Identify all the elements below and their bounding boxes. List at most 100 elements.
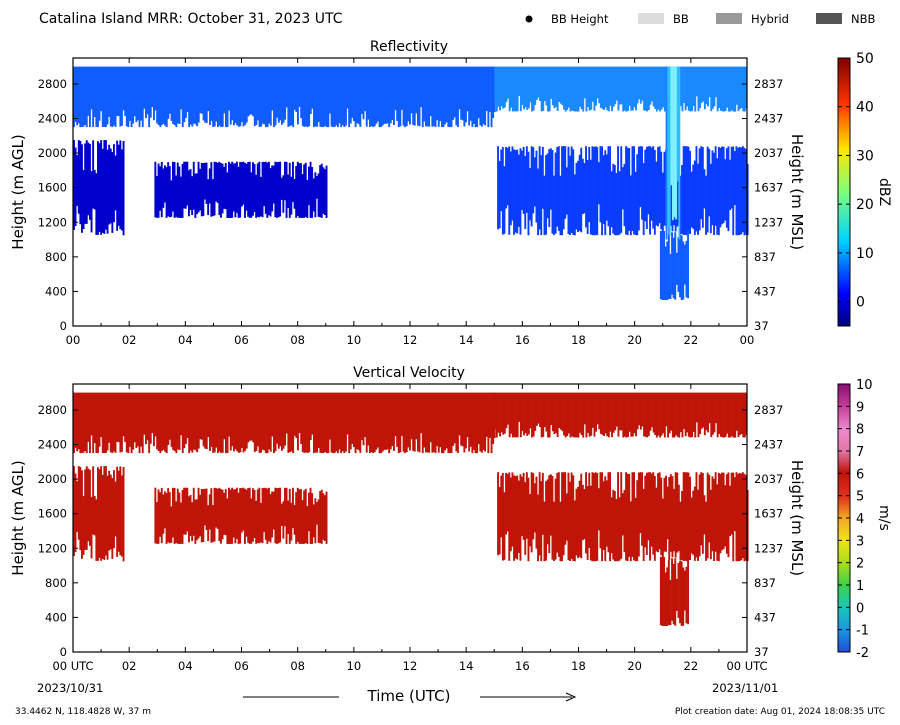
echo-column — [721, 146, 723, 225]
echo-column — [679, 392, 682, 433]
echo-column — [507, 392, 509, 425]
echo-column — [180, 502, 182, 544]
echo-column — [731, 66, 733, 111]
echo-column — [204, 66, 207, 123]
echo-column — [93, 170, 96, 210]
echo-column — [82, 496, 85, 555]
echo-column — [225, 392, 227, 454]
echo-column — [76, 155, 79, 206]
echo-column — [733, 477, 736, 532]
echo-column — [178, 166, 181, 218]
x-tick-label: 06 — [234, 659, 249, 673]
echo-column — [292, 392, 295, 454]
echo-column — [460, 66, 463, 120]
echo-column — [300, 392, 303, 445]
echo-column — [633, 472, 635, 561]
echo-column — [381, 392, 384, 452]
y-right-tick-label: 2837 — [754, 403, 783, 417]
echo-column — [499, 66, 501, 111]
echo-column — [277, 66, 280, 123]
bb-swatch-icon — [638, 13, 664, 24]
echo-column — [109, 148, 112, 224]
echo-column — [428, 392, 431, 453]
echo-column — [559, 501, 562, 562]
echo-column — [551, 392, 554, 432]
echo-column — [445, 66, 448, 123]
echo-column — [697, 66, 700, 112]
echo-column — [585, 146, 587, 228]
echo-column — [572, 149, 575, 235]
echo-column — [685, 146, 688, 236]
echo-column — [137, 66, 139, 121]
echo-column — [276, 392, 279, 444]
echo-column — [672, 66, 674, 221]
echo-column — [417, 392, 419, 452]
echo-column — [322, 66, 325, 128]
echo-column — [186, 161, 189, 206]
echo-column — [596, 147, 599, 235]
echo-column — [301, 174, 304, 218]
echo-column — [679, 175, 682, 235]
echo-column — [77, 140, 80, 214]
echo-column — [161, 392, 163, 451]
echo-column — [308, 166, 310, 206]
echo-column — [111, 66, 114, 128]
echo-column — [159, 492, 162, 537]
echo-column — [196, 392, 199, 453]
echo-column — [521, 150, 523, 211]
echo-column — [603, 66, 605, 110]
colorbar-tick-label: -2 — [856, 646, 869, 661]
echo-column — [636, 392, 639, 430]
echo-column — [218, 487, 221, 542]
echo-column — [293, 392, 296, 436]
echo-column — [290, 66, 293, 126]
echo-column — [732, 66, 735, 112]
echo-column — [122, 392, 125, 437]
echo-column — [484, 66, 487, 126]
echo-column — [663, 231, 665, 300]
echo-column — [689, 476, 691, 560]
echo-column — [228, 161, 230, 218]
nbb-swatch-icon — [816, 13, 842, 24]
echo-column — [292, 487, 294, 529]
echo-column — [603, 392, 605, 436]
echo-column — [518, 392, 521, 422]
echo-column — [183, 66, 186, 123]
echo-column — [258, 66, 261, 127]
echo-column — [619, 66, 621, 105]
echo-column — [661, 498, 664, 562]
echo-column — [674, 472, 677, 558]
echo-column — [743, 147, 746, 236]
echo-column — [292, 161, 294, 203]
echo-column — [510, 66, 513, 108]
echo-column — [635, 66, 637, 111]
echo-column — [290, 392, 293, 452]
echo-column — [282, 501, 285, 539]
echo-column — [708, 392, 711, 424]
echo-column — [562, 146, 565, 230]
echo-column — [124, 66, 127, 116]
echo-column — [138, 392, 141, 454]
echo-column — [98, 392, 101, 447]
echo-column — [367, 392, 370, 446]
echo-column — [503, 66, 506, 108]
echo-column — [285, 392, 288, 434]
echo-column — [738, 147, 741, 235]
echo-column — [372, 392, 375, 454]
echo-column — [97, 66, 99, 128]
echo-column — [673, 488, 675, 552]
echo-column — [233, 66, 235, 126]
echo-column — [571, 392, 573, 437]
echo-column — [159, 166, 162, 211]
echo-column — [508, 66, 511, 112]
echo-column — [172, 161, 174, 212]
echo-column — [181, 392, 184, 453]
echo-column — [210, 392, 213, 447]
echo-column — [727, 472, 730, 558]
echo-column — [622, 392, 625, 438]
echo-column — [581, 484, 584, 541]
echo-column — [105, 466, 107, 556]
echo-column — [466, 392, 469, 438]
echo-column — [84, 143, 87, 224]
echo-column — [271, 392, 274, 437]
